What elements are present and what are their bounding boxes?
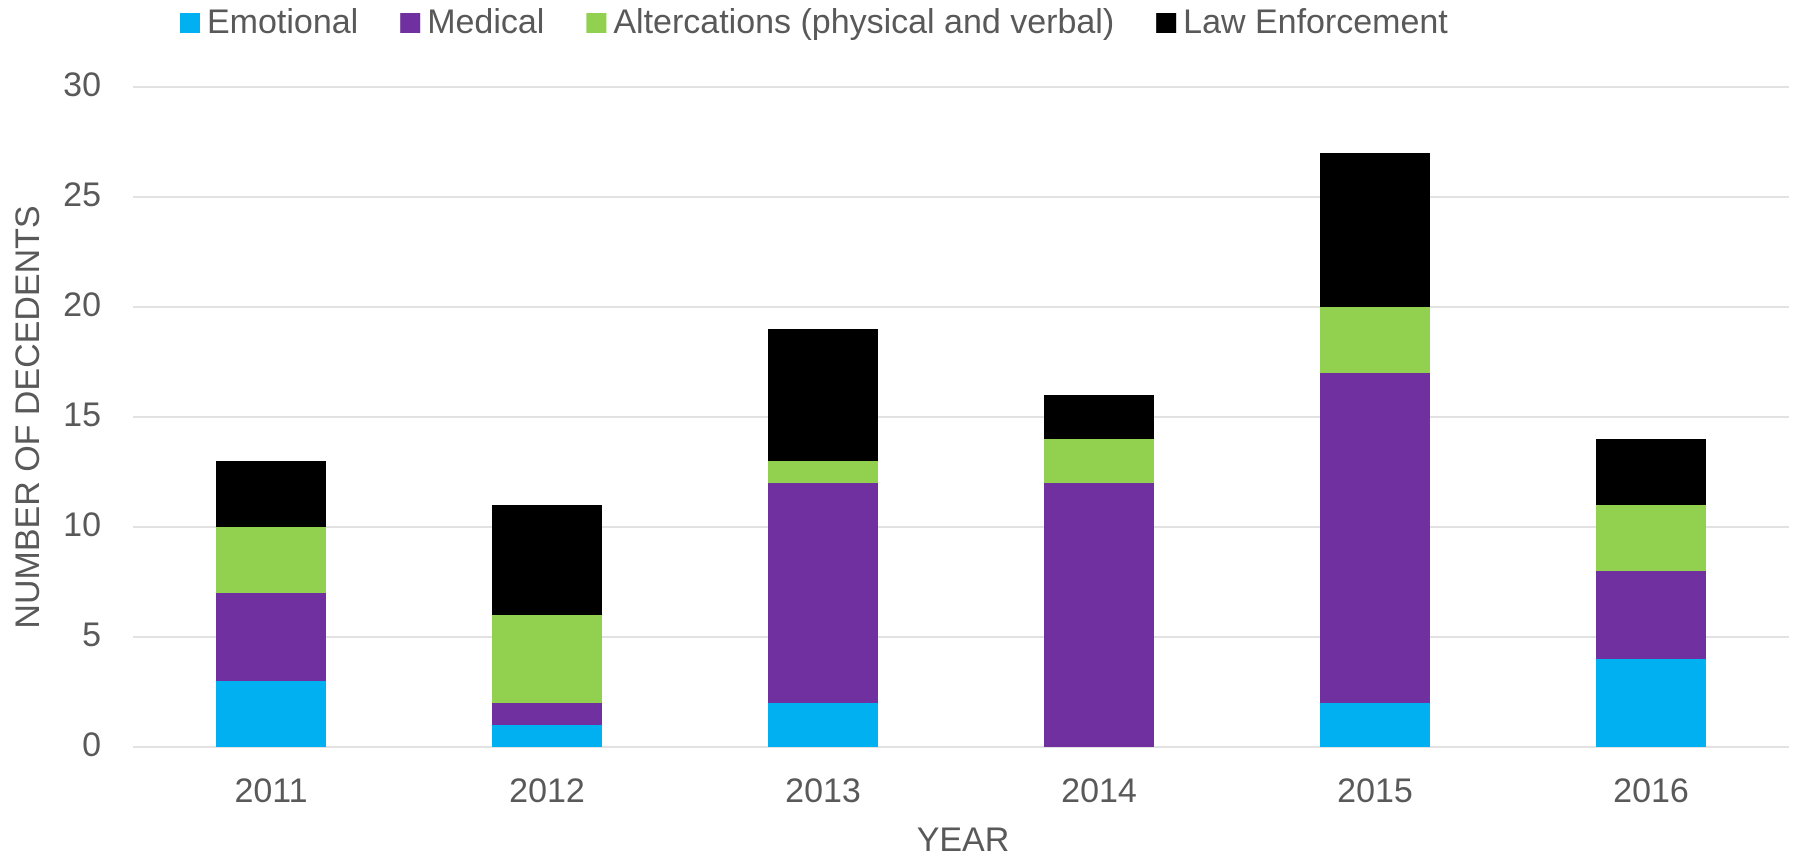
y-tick-label: 5 xyxy=(82,616,101,654)
bar-segment xyxy=(1596,439,1706,505)
x-axis-title: YEAR xyxy=(917,821,1010,857)
legend-label: Law Enforcement xyxy=(1183,3,1448,41)
bar-segment xyxy=(492,725,602,747)
x-tick-label: 2015 xyxy=(1337,772,1413,810)
bar-segment xyxy=(1044,395,1154,439)
legend-label: Emotional xyxy=(207,3,358,41)
y-tick-label: 25 xyxy=(63,176,101,214)
bar-segment xyxy=(1596,571,1706,659)
bar-segment xyxy=(1320,153,1430,307)
y-tick-label: 10 xyxy=(63,506,101,544)
x-tick-label: 2014 xyxy=(1061,772,1137,810)
x-tick-label: 2016 xyxy=(1613,772,1689,810)
y-tick-label: 20 xyxy=(63,286,101,324)
legend-label: Medical xyxy=(427,3,544,41)
bar-segment xyxy=(768,483,878,703)
bar-segment xyxy=(1320,307,1430,373)
bar-segment xyxy=(492,703,602,725)
bar-segment xyxy=(768,461,878,483)
bar-segment xyxy=(216,681,326,747)
legend-swatch xyxy=(180,13,200,33)
legend-swatch xyxy=(1156,13,1177,33)
bar-segment xyxy=(1044,439,1154,483)
x-tick-label: 2011 xyxy=(234,772,307,810)
legend-label: Altercations (physical and verbal) xyxy=(613,3,1114,41)
y-tick-label: 30 xyxy=(63,66,101,104)
bar-segment xyxy=(768,703,878,747)
y-tick-label: 15 xyxy=(63,396,101,434)
bar-segment xyxy=(1320,373,1430,703)
x-tick-label: 2012 xyxy=(509,772,585,810)
bar-segment xyxy=(768,329,878,461)
bar-segment xyxy=(492,615,602,703)
x-tick-label: 2013 xyxy=(785,772,861,810)
bar-segment xyxy=(216,593,326,681)
bar-segment xyxy=(1596,659,1706,747)
bar-segment xyxy=(216,461,326,527)
bar-segment xyxy=(1596,505,1706,571)
legend-swatch xyxy=(586,13,607,33)
y-tick-label: 0 xyxy=(82,726,101,764)
y-axis-title: NUMBER OF DECEDENTS xyxy=(9,205,47,628)
bar-segment xyxy=(1320,703,1430,747)
bar-segment xyxy=(492,505,602,615)
bar-segment xyxy=(216,527,326,593)
legend-swatch xyxy=(400,13,421,33)
bar-segment xyxy=(1044,483,1154,747)
